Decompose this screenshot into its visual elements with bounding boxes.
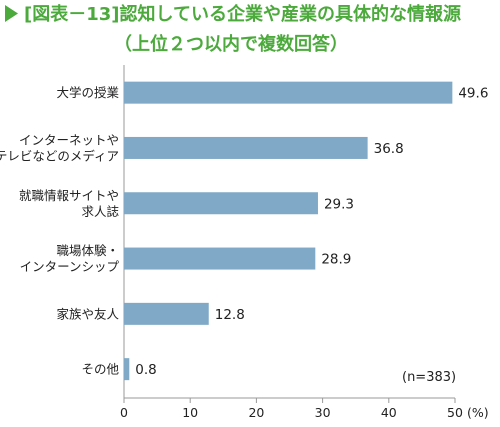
bar bbox=[124, 136, 368, 159]
bar bbox=[124, 81, 453, 104]
title-marker-icon bbox=[5, 5, 18, 22]
bar bbox=[124, 192, 318, 215]
bar bbox=[124, 247, 316, 270]
bar-value-label: 36.8 bbox=[374, 141, 404, 157]
bar-value-label: 12.8 bbox=[215, 307, 245, 323]
x-tick-label: 0 bbox=[120, 405, 128, 420]
category-label: その他 bbox=[81, 362, 119, 377]
bar-value-label: 49.6 bbox=[458, 86, 488, 102]
category-label: 大学の授業 bbox=[56, 85, 119, 100]
bar-value-label: 29.3 bbox=[324, 196, 354, 212]
chart-title-line-2: （上位２つ以内で複数回答） bbox=[114, 33, 348, 55]
x-tick-label: 30 bbox=[315, 405, 331, 420]
x-tick-label: 20 bbox=[248, 405, 264, 420]
x-tick-label: 50 bbox=[447, 405, 463, 420]
category-label: 求人誌 bbox=[81, 204, 119, 219]
bar-value-label: 0.8 bbox=[135, 362, 156, 378]
chart-title-line-1: [図表－13]認知している企業や産業の具体的な情報源 bbox=[24, 3, 461, 25]
x-tick-label: 10 bbox=[182, 405, 198, 420]
category-label: 家族や友人 bbox=[56, 306, 119, 321]
sample-size-note: (n=383) bbox=[402, 370, 456, 385]
bar bbox=[124, 358, 130, 381]
bar bbox=[124, 302, 209, 325]
bar-value-label: 28.9 bbox=[321, 252, 351, 268]
category-label: 就職情報サイトや bbox=[19, 188, 119, 203]
category-label: インターネットや bbox=[19, 132, 119, 147]
x-tick-label: 40 bbox=[381, 405, 397, 420]
x-axis-unit: (%) bbox=[467, 405, 489, 420]
category-label: 職場体験・ bbox=[56, 243, 119, 258]
category-label: インターンシップ bbox=[20, 259, 120, 274]
category-label: テレビなどのメディア bbox=[0, 148, 119, 163]
